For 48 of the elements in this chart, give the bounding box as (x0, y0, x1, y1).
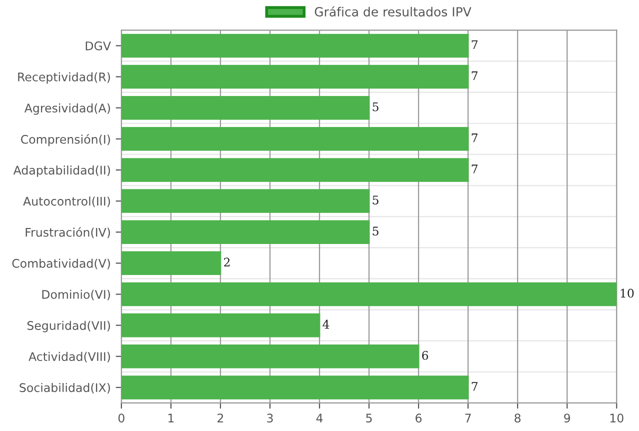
y-tick-label: Actividad(VIII) (28, 352, 110, 362)
bar (121, 376, 469, 400)
x-tick-label: 6 (416, 414, 422, 423)
x-tick-label: 2 (218, 414, 224, 422)
bar (121, 34, 469, 58)
x-tick-label: 10 (610, 414, 624, 423)
x-tick-label: 9 (564, 414, 570, 423)
bar (121, 251, 222, 276)
bar (121, 313, 320, 338)
bar (121, 158, 469, 182)
x-tick-label: 5 (366, 414, 372, 423)
data-label: 5 (372, 102, 378, 112)
data-label: 7 (472, 382, 478, 391)
legend-label: Gráfica de resultados IPV (314, 6, 472, 16)
data-label: 5 (372, 226, 378, 236)
x-tick-label: 4 (316, 414, 323, 422)
bar (121, 64, 469, 89)
data-label: 7 (472, 71, 478, 80)
data-label: 5 (372, 196, 378, 204)
y-tick-label: Sociabilidad(IX) (20, 382, 110, 394)
y-tick-label: Receptividad(R) (18, 72, 110, 84)
bar (121, 344, 420, 368)
y-tick-label: DGV (86, 41, 111, 50)
x-tick-label: 3 (267, 414, 273, 423)
x-tick-label: 0 (118, 414, 124, 423)
y-tick-label: Dominio(VI) (42, 290, 110, 300)
bar (121, 189, 370, 213)
data-label: 6 (422, 350, 428, 360)
data-label: 7 (472, 164, 478, 174)
bar (121, 96, 370, 120)
data-label: 4 (322, 320, 330, 329)
data-label: 2 (224, 258, 230, 266)
bar (121, 282, 617, 306)
bar (121, 220, 370, 244)
y-tick-label: Agresividad(A) (24, 103, 110, 115)
y-tick-label: Combatividad(V) (12, 258, 110, 270)
x-tick-label: 1 (168, 414, 174, 422)
x-tick-label: 8 (514, 414, 521, 423)
y-tick-label: Autocontrol(III) (23, 196, 110, 208)
data-label: 10 (620, 288, 634, 298)
y-tick-label: Comprensión(I) (21, 134, 110, 146)
y-tick-label: Frustración(IV) (26, 227, 110, 238)
bar (121, 127, 469, 151)
y-tick-label: Adaptabilidad(II) (13, 165, 110, 177)
x-tick-label: 7 (465, 414, 471, 422)
data-label: 7 (472, 134, 478, 142)
y-tick-label: Seguridad(VII) (27, 320, 110, 332)
data-label: 7 (472, 40, 478, 49)
